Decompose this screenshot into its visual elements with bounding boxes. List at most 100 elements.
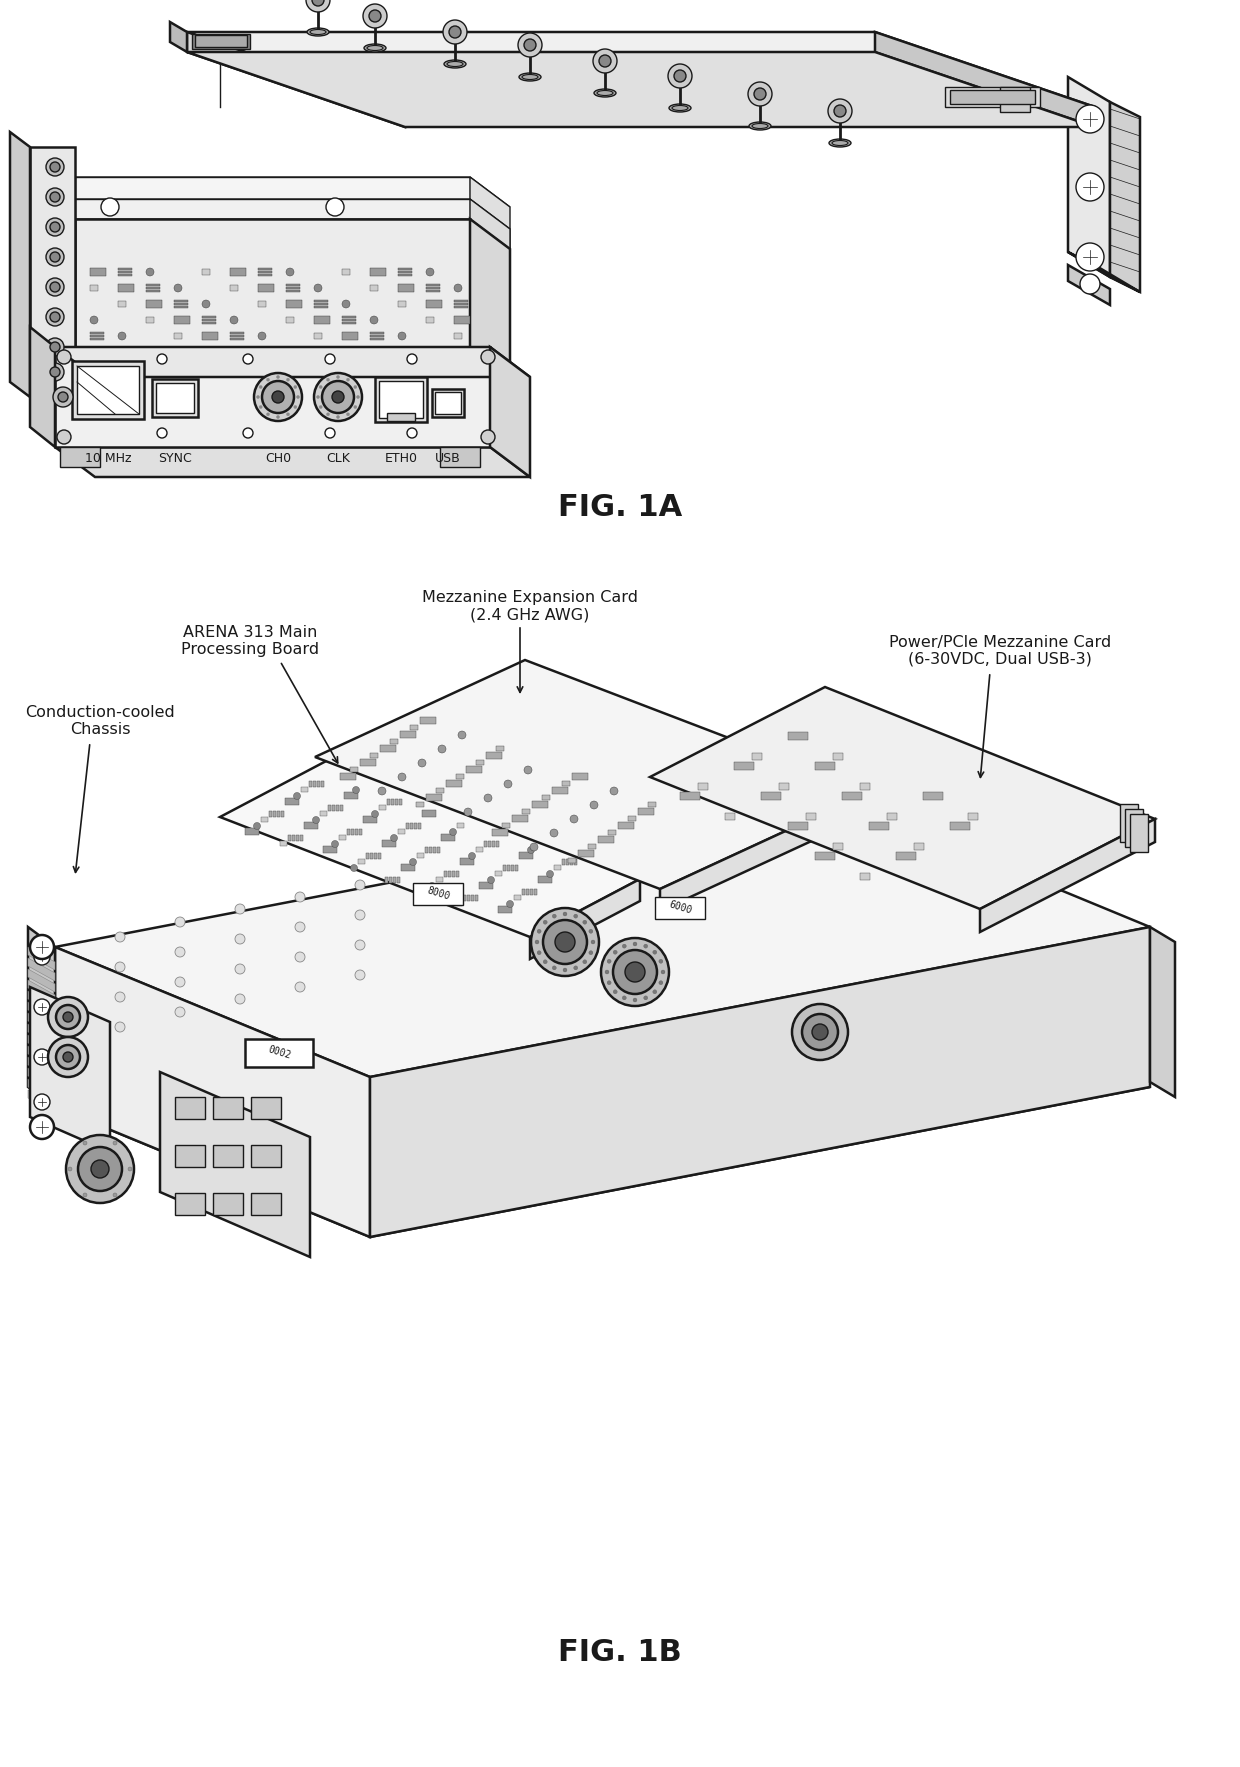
Bar	[453, 871, 455, 876]
Circle shape	[487, 876, 495, 884]
Circle shape	[613, 951, 657, 995]
Bar	[476, 846, 484, 852]
Bar	[475, 896, 477, 901]
Circle shape	[91, 316, 98, 323]
Bar	[432, 389, 464, 417]
Polygon shape	[55, 447, 529, 477]
Bar	[698, 783, 708, 790]
Circle shape	[331, 841, 339, 848]
Circle shape	[614, 990, 618, 993]
Ellipse shape	[365, 44, 386, 51]
Circle shape	[610, 786, 618, 795]
Circle shape	[219, 240, 227, 249]
Bar	[378, 277, 392, 284]
Polygon shape	[29, 958, 55, 981]
Bar	[649, 802, 656, 808]
Bar	[418, 823, 422, 829]
Circle shape	[174, 284, 182, 292]
Bar	[618, 822, 634, 829]
Bar	[396, 799, 398, 806]
Bar	[374, 853, 377, 859]
Circle shape	[83, 1141, 87, 1145]
Bar	[91, 269, 105, 276]
Bar	[562, 781, 570, 786]
Polygon shape	[219, 760, 640, 937]
Bar	[454, 300, 467, 302]
Circle shape	[449, 829, 456, 836]
Circle shape	[118, 332, 126, 339]
Bar	[515, 866, 518, 871]
Circle shape	[336, 376, 340, 378]
Bar	[410, 281, 428, 286]
Circle shape	[155, 277, 162, 284]
Circle shape	[551, 829, 558, 838]
Bar	[565, 859, 569, 866]
Circle shape	[481, 429, 495, 444]
Bar	[314, 332, 322, 339]
Bar	[1120, 804, 1138, 843]
Polygon shape	[74, 177, 470, 302]
Circle shape	[48, 997, 88, 1037]
Text: 6000: 6000	[667, 899, 693, 917]
Circle shape	[316, 396, 320, 399]
Polygon shape	[55, 346, 529, 376]
Bar	[486, 753, 502, 760]
Bar	[588, 845, 596, 848]
Bar	[534, 889, 537, 896]
Circle shape	[57, 350, 71, 364]
Circle shape	[661, 970, 665, 974]
Bar	[91, 260, 98, 267]
Bar	[72, 360, 144, 419]
Circle shape	[802, 1014, 838, 1050]
Circle shape	[601, 938, 670, 1005]
Circle shape	[286, 378, 289, 382]
Bar	[441, 834, 455, 841]
Circle shape	[552, 967, 557, 970]
Polygon shape	[60, 447, 100, 466]
Circle shape	[46, 157, 64, 177]
Circle shape	[570, 815, 578, 823]
Ellipse shape	[594, 88, 616, 97]
Text: FIG. 1A: FIG. 1A	[558, 493, 682, 521]
Circle shape	[325, 428, 335, 438]
Ellipse shape	[670, 104, 691, 111]
Bar	[358, 859, 365, 864]
Circle shape	[357, 396, 360, 399]
Circle shape	[591, 940, 595, 944]
Bar	[146, 284, 160, 286]
Bar	[218, 246, 226, 249]
Circle shape	[58, 392, 68, 403]
Bar	[281, 260, 296, 267]
Bar	[842, 792, 862, 800]
Circle shape	[605, 970, 609, 974]
Polygon shape	[170, 21, 187, 51]
Circle shape	[342, 300, 350, 307]
Bar	[401, 864, 415, 871]
Bar	[542, 795, 551, 800]
Bar	[398, 274, 412, 276]
Text: CLK: CLK	[326, 452, 350, 465]
Bar	[118, 300, 126, 307]
Bar	[91, 246, 108, 251]
Bar	[342, 320, 356, 322]
Polygon shape	[529, 878, 640, 959]
Bar	[186, 277, 193, 284]
Circle shape	[812, 1025, 828, 1041]
Text: 0002: 0002	[267, 1044, 291, 1062]
Polygon shape	[660, 792, 870, 912]
Circle shape	[372, 811, 378, 818]
Polygon shape	[1149, 928, 1176, 1097]
Bar	[202, 322, 216, 323]
Bar	[286, 316, 294, 323]
Bar	[291, 836, 295, 841]
Polygon shape	[30, 327, 55, 447]
Circle shape	[286, 269, 294, 276]
Circle shape	[66, 1134, 134, 1203]
Ellipse shape	[308, 28, 329, 35]
Circle shape	[458, 732, 466, 739]
Bar	[156, 383, 193, 413]
Circle shape	[355, 940, 365, 951]
Bar	[570, 859, 573, 866]
Circle shape	[351, 864, 357, 871]
Bar	[213, 1145, 243, 1166]
